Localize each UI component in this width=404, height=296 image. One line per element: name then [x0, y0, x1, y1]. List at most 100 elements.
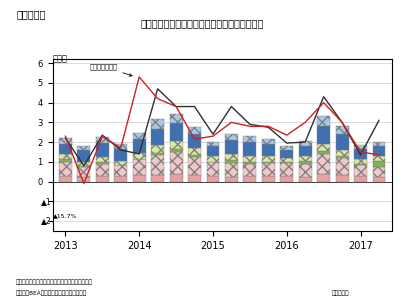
- Bar: [354, 176, 367, 181]
- Bar: [188, 127, 201, 134]
- Bar: [244, 176, 256, 181]
- Text: （図表２）: （図表２）: [16, 9, 46, 19]
- Bar: [133, 139, 146, 153]
- Bar: [317, 126, 330, 144]
- Bar: [59, 154, 72, 159]
- Bar: [114, 165, 127, 176]
- Bar: [206, 162, 219, 176]
- Bar: [299, 161, 311, 164]
- Bar: [59, 162, 72, 176]
- Bar: [336, 175, 349, 181]
- Bar: [354, 164, 367, 165]
- Text: （資料）BEAよりニッセイ基礎研究所作成: （資料）BEAよりニッセイ基礎研究所作成: [16, 290, 87, 296]
- Bar: [96, 137, 109, 143]
- Bar: [372, 142, 385, 146]
- Bar: [151, 155, 164, 175]
- Bar: [299, 177, 311, 181]
- Bar: [244, 142, 256, 156]
- Bar: [78, 166, 90, 167]
- Bar: [317, 154, 330, 174]
- Bar: [280, 163, 293, 176]
- Bar: [114, 161, 127, 165]
- Text: （％）: （％）: [53, 55, 67, 64]
- Bar: [59, 159, 72, 162]
- Bar: [354, 165, 367, 176]
- Bar: [317, 116, 330, 126]
- Text: ▲1: ▲1: [41, 197, 52, 206]
- Bar: [244, 136, 256, 142]
- Bar: [336, 134, 349, 150]
- Bar: [170, 123, 183, 141]
- Bar: [262, 156, 275, 162]
- Bar: [262, 163, 275, 176]
- Bar: [114, 176, 127, 181]
- Bar: [280, 150, 293, 158]
- Bar: [188, 148, 201, 155]
- Bar: [354, 159, 367, 164]
- Bar: [372, 156, 385, 161]
- Bar: [262, 176, 275, 181]
- Text: （注）実質ベース、季節調整済系列の前期比年率: （注）実質ベース、季節調整済系列の前期比年率: [16, 280, 93, 285]
- Text: 実質可処分所得: 実質可処分所得: [89, 63, 132, 76]
- Bar: [225, 163, 238, 177]
- Bar: [206, 176, 219, 181]
- Bar: [336, 126, 349, 134]
- Bar: [317, 151, 330, 154]
- Bar: [170, 174, 183, 181]
- Bar: [78, 167, 90, 177]
- Bar: [299, 156, 311, 161]
- Bar: [280, 146, 293, 150]
- Bar: [96, 157, 109, 162]
- Bar: [372, 161, 385, 167]
- Bar: [317, 174, 330, 181]
- Bar: [280, 158, 293, 162]
- Bar: [354, 149, 367, 159]
- Bar: [78, 150, 90, 162]
- Bar: [96, 143, 109, 157]
- Bar: [299, 146, 311, 156]
- Bar: [151, 175, 164, 181]
- Bar: [280, 176, 293, 181]
- Bar: [188, 155, 201, 157]
- Bar: [336, 158, 349, 175]
- Bar: [151, 129, 164, 145]
- Bar: [206, 142, 219, 146]
- Text: （四半期）: （四半期）: [331, 290, 349, 296]
- Bar: [225, 140, 238, 154]
- Bar: [372, 146, 385, 156]
- Bar: [225, 134, 238, 140]
- Bar: [206, 156, 219, 162]
- Bar: [78, 177, 90, 181]
- Bar: [188, 134, 201, 148]
- Bar: [372, 177, 385, 181]
- Bar: [151, 119, 164, 129]
- Text: ▲15.7%: ▲15.7%: [53, 214, 78, 218]
- Bar: [96, 176, 109, 181]
- Bar: [244, 156, 256, 162]
- Bar: [336, 156, 349, 158]
- Bar: [59, 144, 72, 154]
- Bar: [151, 153, 164, 155]
- Bar: [354, 145, 367, 149]
- Bar: [114, 149, 127, 161]
- Bar: [170, 115, 183, 123]
- Bar: [262, 139, 275, 144]
- Bar: [170, 149, 183, 152]
- Bar: [299, 141, 311, 146]
- Bar: [96, 162, 109, 164]
- Bar: [225, 177, 238, 181]
- Bar: [170, 141, 183, 149]
- Bar: [78, 162, 90, 166]
- Bar: [336, 150, 349, 156]
- Bar: [78, 146, 90, 150]
- Bar: [225, 154, 238, 160]
- Bar: [133, 175, 146, 181]
- Bar: [133, 153, 146, 159]
- Bar: [299, 164, 311, 177]
- Bar: [96, 164, 109, 176]
- Text: 個人消費支出（主要項目別）および可処分所得: 個人消費支出（主要項目別）および可処分所得: [140, 18, 264, 28]
- Bar: [262, 144, 275, 156]
- Bar: [280, 162, 293, 163]
- Bar: [59, 176, 72, 181]
- Bar: [244, 164, 256, 176]
